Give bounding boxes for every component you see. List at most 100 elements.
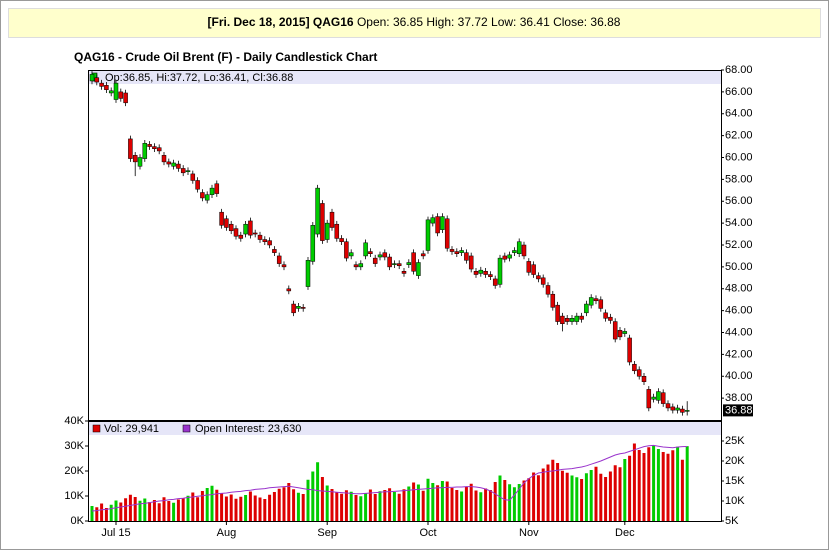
- volume-bar: [287, 483, 291, 521]
- candle-body: [118, 91, 124, 99]
- candle-body: [492, 278, 498, 286]
- vol-legend-swatch: [92, 424, 101, 433]
- y-tick-label: 60.00: [725, 151, 753, 163]
- candle-body: [483, 271, 488, 275]
- volume-bar: [556, 463, 560, 521]
- volume-bar: [402, 489, 406, 521]
- volume-bar: [536, 475, 540, 521]
- candle-body: [516, 241, 522, 254]
- volume-bar: [450, 488, 454, 521]
- candle-body: [358, 263, 364, 268]
- y-tick-label: 44.00: [725, 326, 753, 338]
- x-tick-label: Aug: [217, 527, 237, 539]
- candle-body: [353, 264, 359, 268]
- candle-body: [219, 211, 224, 226]
- volume-bar: [637, 450, 641, 521]
- candle-body: [454, 251, 460, 254]
- candle-body: [344, 241, 349, 259]
- volume-bar: [512, 487, 516, 521]
- candle-body: [372, 257, 378, 264]
- candle-body: [252, 232, 258, 235]
- vol-legend: Vol: 29,941: [104, 423, 159, 435]
- candle-body: [531, 264, 536, 275]
- candle-body: [416, 262, 421, 276]
- volume-bar: [560, 470, 564, 521]
- volume-bar: [167, 501, 171, 521]
- marks: 38.00 40.00 42.00 44.00 46.00 48.00 50.00 52.00…: [64, 64, 753, 539]
- candle-body: [228, 223, 234, 232]
- candle-body: [464, 252, 469, 261]
- volume-bar: [570, 475, 574, 521]
- candle-body: [152, 146, 157, 149]
- candle-body: [435, 216, 440, 234]
- candle-body: [204, 194, 210, 201]
- candle-body: [128, 138, 133, 159]
- x-tick-label: Sep: [317, 527, 337, 539]
- oi-legend-swatch: [182, 424, 191, 433]
- volume-bar: [311, 471, 315, 521]
- candle-body: [267, 240, 272, 246]
- volume-bar: [186, 495, 190, 521]
- candle-body: [497, 257, 503, 285]
- volume-bar: [272, 492, 276, 521]
- volume-bar: [508, 484, 512, 521]
- volume-bar: [176, 499, 180, 521]
- volume-bar: [493, 482, 497, 521]
- candle-body: [440, 216, 445, 230]
- volume-bar: [100, 503, 104, 521]
- volume-bar: [330, 489, 334, 521]
- candle-body: [444, 218, 450, 249]
- volume-bar: [421, 490, 425, 521]
- y2-tick-label: 5K: [725, 515, 739, 527]
- candle-body: [108, 90, 114, 94]
- candle-body: [137, 157, 143, 167]
- y-tick-label: 62.00: [725, 130, 753, 142]
- volume-legend-band: [89, 422, 721, 435]
- volume-bar: [277, 488, 281, 521]
- volume-bar: [460, 491, 464, 521]
- candle-body: [276, 255, 282, 264]
- y-tick-label: 40.00: [725, 370, 753, 382]
- volume-bar: [407, 486, 411, 521]
- volume-bar: [210, 485, 214, 521]
- x-tick-label: Dec: [615, 527, 635, 539]
- volume-bar: [368, 489, 372, 521]
- y-tick-label: 40K: [64, 415, 84, 427]
- chart-title: QAG16 - Crude Oil Brent (F) - Daily Cand…: [74, 50, 377, 64]
- candle-body: [243, 223, 248, 235]
- volume-bar: [181, 498, 185, 521]
- volume-bar: [618, 467, 622, 521]
- candle-body: [617, 330, 623, 338]
- volume-bar: [90, 506, 94, 521]
- volume-bar: [416, 484, 420, 521]
- volume-bar: [532, 472, 536, 521]
- candle-body: [281, 264, 287, 268]
- candle-body: [526, 261, 532, 273]
- candle-body: [411, 252, 416, 272]
- volume-bar: [373, 494, 377, 521]
- candle-body: [622, 331, 628, 334]
- volume-bar: [445, 481, 449, 521]
- volume-bar: [215, 489, 219, 521]
- price-legend: Op:36.85, Hi:37.72, Lo:36.41, Cl:36.88: [105, 72, 293, 84]
- candle-body: [392, 263, 397, 265]
- candle-body: [536, 275, 541, 280]
- candle-body: [651, 396, 656, 400]
- volume-bar: [647, 447, 651, 521]
- volume-bar: [426, 478, 430, 521]
- candle-body: [291, 303, 296, 314]
- y-tick-label: 30K: [64, 440, 84, 452]
- candle-body: [315, 187, 320, 235]
- volume-bar: [124, 498, 128, 521]
- candle-body: [262, 239, 268, 242]
- volume-bar: [220, 493, 224, 521]
- x-tick-label: Nov: [519, 527, 539, 539]
- candle-body: [113, 82, 119, 100]
- volume-bar: [613, 465, 617, 521]
- candle-body: [238, 234, 244, 239]
- y-tick-label: 52.00: [725, 239, 753, 251]
- candle-body: [104, 85, 109, 90]
- candle-body: [214, 183, 220, 194]
- volume-bar: [527, 478, 531, 521]
